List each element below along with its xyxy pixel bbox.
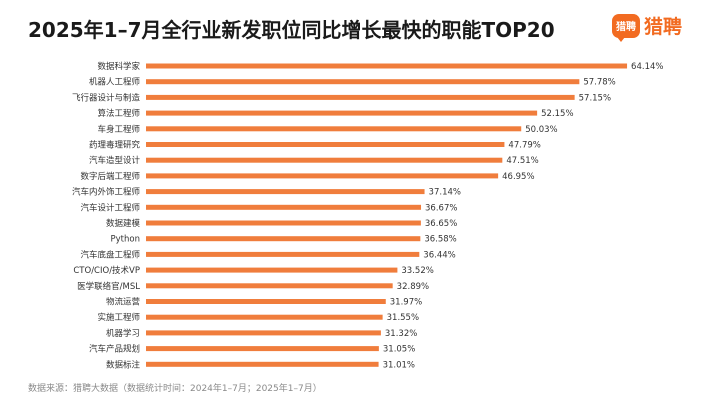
value-label: 57.78%	[583, 78, 615, 88]
value-label: 52.15%	[541, 109, 573, 119]
value-label: 50.03%	[525, 125, 557, 135]
category-label: 数据标注	[106, 359, 141, 370]
liepin-logo: 猎聘 猎聘	[612, 12, 683, 42]
category-label: 飞行器设计与制造	[72, 92, 141, 103]
data-source-note: 数据来源：猎聘大数据（数据统计时间：2024年1–7月；2025年1–7月）	[28, 384, 322, 394]
bar	[146, 299, 386, 304]
category-label: 物流运营	[106, 297, 140, 308]
bar	[146, 173, 499, 179]
bar	[146, 251, 420, 257]
logo-text: 猎聘	[644, 16, 683, 38]
bar	[146, 330, 381, 336]
value-label: 33.52%	[401, 266, 433, 276]
bar	[146, 236, 421, 242]
bar	[146, 157, 503, 163]
bar	[146, 204, 422, 210]
bar	[146, 126, 522, 132]
page-title: 2025年1–7月全行业新发职位同比增长最快的职能TOP20	[28, 18, 555, 42]
value-label: 31.32%	[385, 329, 417, 339]
bar	[146, 314, 383, 320]
bar	[146, 63, 628, 69]
category-label: 汽车底盘工程师	[80, 249, 140, 260]
bar	[146, 142, 505, 147]
category-label: 汽车内外饰工程师	[72, 187, 141, 198]
category-label: 数据建模	[106, 218, 141, 229]
category-label: 药理毒理研究	[89, 140, 141, 151]
category-label: 汽车造型设计	[89, 155, 141, 166]
category-label: 数据科学家	[97, 61, 140, 72]
value-label: 32.89%	[397, 282, 429, 292]
bar	[146, 94, 575, 100]
value-label: 37.14%	[429, 188, 461, 198]
category-label: 实施工程师	[97, 312, 140, 323]
category-label: 机器学习	[106, 328, 140, 339]
value-label: 31.97%	[390, 298, 422, 308]
category-label: 数字后端工程师	[80, 171, 140, 182]
category-label: 汽车设计工程师	[80, 202, 140, 213]
logo-badge-text: 猎聘	[616, 22, 636, 33]
value-label: 46.95%	[502, 172, 534, 182]
category-label: CTO/CIO/技术VP	[73, 265, 140, 276]
value-label: 64.14%	[631, 62, 663, 72]
category-label: Python	[111, 235, 140, 245]
category-label: 汽车产品规划	[89, 344, 140, 355]
bar	[146, 346, 379, 352]
bar	[146, 283, 393, 289]
value-label: 36.58%	[424, 235, 456, 245]
value-label: 36.65%	[425, 219, 457, 229]
value-label: 31.01%	[383, 360, 415, 370]
logo-badge: 猎聘	[612, 13, 640, 42]
bar	[146, 79, 580, 85]
bar	[146, 110, 538, 116]
value-label: 47.51%	[506, 156, 538, 166]
bar	[146, 189, 425, 195]
bar	[146, 267, 398, 273]
value-label: 31.05%	[383, 345, 415, 355]
value-label: 57.15%	[579, 93, 611, 103]
bar	[146, 220, 421, 226]
value-label: 47.79%	[508, 141, 540, 151]
category-label: 算法工程师	[97, 108, 140, 119]
category-label: 车身工程师	[97, 124, 140, 135]
value-label: 31.55%	[387, 313, 419, 323]
category-label: 机器人工程师	[89, 77, 141, 88]
bar	[146, 361, 379, 367]
value-label: 36.44%	[423, 250, 455, 260]
value-label: 36.67%	[425, 203, 457, 213]
category-label: 医学联络官/MSL	[77, 281, 140, 292]
